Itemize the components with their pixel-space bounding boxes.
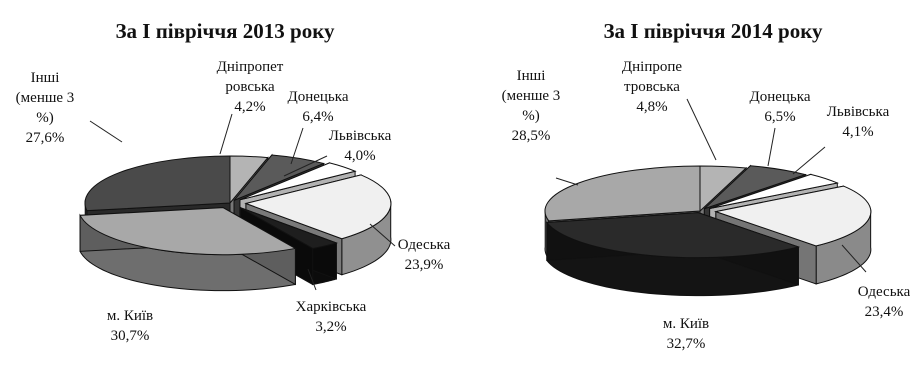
- slice-value: 6,5%: [764, 109, 795, 125]
- slice-name-line: (менше 3: [16, 90, 75, 106]
- slice-6: [84, 155, 231, 212]
- slice-value: 23,9%: [405, 257, 444, 273]
- pie-chart-2013: Дніпропет ровська 4,2% Донецька 6,4% Львівськ…: [16, 59, 451, 344]
- slice-name-line: Дніпропет: [217, 59, 284, 75]
- slice-label-3: Одеська 23,4%: [858, 284, 910, 320]
- slice-1: [704, 165, 808, 210]
- leader-line-0: [686, 98, 717, 161]
- slice-value: 23,4%: [865, 304, 904, 320]
- slice-value: 4,1%: [842, 124, 873, 140]
- slice-value: 3,2%: [315, 319, 346, 335]
- slice-label-3: Одеська 23,9%: [398, 237, 451, 273]
- slice-value: 6,4%: [302, 109, 333, 125]
- slice-value: 4,8%: [636, 99, 667, 115]
- slice-label-1: Донецька 6,5%: [749, 89, 810, 125]
- slice-name-line: %): [522, 108, 540, 124]
- slice-5: [79, 207, 297, 256]
- slice-value: 4,0%: [344, 148, 375, 164]
- slice-5: [544, 165, 701, 222]
- slice-label-4: Харківська 3,2%: [296, 299, 367, 335]
- pie-tops: [79, 154, 392, 256]
- slice-label-0: Дніпропет ровська 4,2%: [217, 59, 284, 115]
- slice-name-line: Донецька: [749, 89, 810, 105]
- chart-title-2014: За І півріччя 2014 року: [603, 19, 823, 43]
- slice-2: [709, 173, 840, 209]
- pie-labels: Дніпропе тровська 4,8% Донецька 6,5% Львівськ…: [502, 59, 910, 352]
- slice-name-line: Донецька: [287, 89, 348, 105]
- slice-value: 30,7%: [111, 328, 150, 344]
- slice-name-line: Харківська: [296, 299, 367, 315]
- slice-label-2: Львівська 4,1%: [827, 104, 890, 140]
- slice-name-line: Інші: [517, 68, 546, 84]
- slice-name-line: (менше 3: [502, 88, 561, 104]
- chart-title-2013: За І півріччя 2013 року: [115, 19, 335, 43]
- slice-label-0: Дніпропе тровська 4,8%: [622, 59, 682, 115]
- slice-name-line: м. Київ: [663, 316, 709, 332]
- leader-line-0: [219, 113, 233, 155]
- slice-name-line: Дніпропе: [622, 59, 682, 75]
- slice-name-line: Львівська: [329, 128, 392, 144]
- slice-name-line: Одеська: [858, 284, 910, 300]
- slice-value: 27,6%: [26, 130, 65, 146]
- slice-name-line: ровська: [225, 79, 275, 95]
- slice-name-line: Одеська: [398, 237, 451, 253]
- slice-2: [239, 162, 357, 201]
- slice-name-line: %): [36, 110, 54, 126]
- slice-label-2: Львівська 4,0%: [329, 128, 392, 164]
- pie-chart-2014: Дніпропе тровська 4,8% Донецька 6,5% Львівськ…: [502, 59, 910, 352]
- slice-value: 32,7%: [667, 336, 706, 352]
- slice-label-6: Інші (менше 3%) 27,6%: [16, 70, 75, 146]
- leader-line-2: [283, 155, 328, 177]
- slice-3: [713, 185, 872, 247]
- slice-name-line: Львівська: [827, 104, 890, 120]
- leader-line-3: [369, 223, 396, 247]
- leader-line-1: [767, 127, 776, 167]
- pie-labels: Дніпропет ровська 4,2% Донецька 6,4% Львівськ…: [16, 59, 451, 344]
- slice-label-1: Донецька 6,4%: [287, 89, 348, 125]
- slice-name-line: тровська: [624, 79, 680, 95]
- slice-label-4: м. Київ 32,7%: [663, 316, 709, 352]
- slice-name-line: Інші: [31, 70, 60, 86]
- slice-1: [233, 154, 326, 201]
- slice-4: [545, 212, 801, 259]
- leader-line-5: [555, 177, 579, 186]
- leader-line-2: [792, 146, 826, 175]
- slice-4: [240, 207, 338, 250]
- slice-3: [244, 174, 392, 240]
- pie-tops: [544, 165, 872, 259]
- leader-line-1: [290, 127, 304, 165]
- slice-value: 4,2%: [234, 99, 265, 115]
- slice-label-5: Інші (менше 3%) 28,5%: [502, 68, 561, 144]
- slice-label-5: м. Київ 30,7%: [107, 308, 153, 344]
- slice-name-line: м. Київ: [107, 308, 153, 324]
- leader-line-6: [89, 120, 123, 143]
- leader-line-4: [307, 268, 317, 291]
- leader-line-3: [841, 244, 867, 273]
- slice-value: 28,5%: [512, 128, 551, 144]
